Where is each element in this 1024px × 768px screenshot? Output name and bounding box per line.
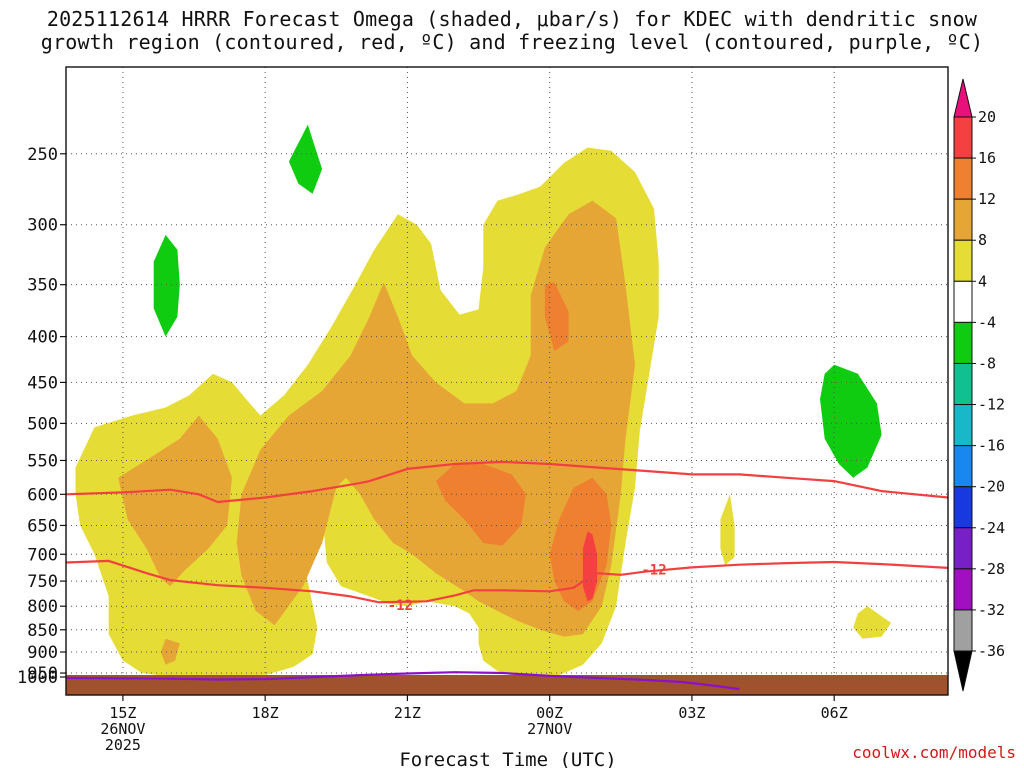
y-tick-label-550: 550: [27, 451, 58, 471]
x-tick-label-0-0: 15Z: [109, 704, 136, 722]
colorbar-label-3: 8: [978, 231, 987, 249]
colorbar-label-1: 16: [978, 149, 996, 167]
chart-title: 2025112614 HRRR Forecast Omega (shaded, …: [0, 8, 1024, 54]
plot-frame: [65, 66, 949, 696]
colorbar-bin-11: [953, 568, 973, 611]
omega-4to8-small: [720, 494, 735, 566]
y-tick-label-450: 450: [27, 373, 58, 393]
y-tick-label-350: 350: [27, 276, 58, 296]
y-tick-label-900: 900: [27, 643, 58, 663]
x-tick-label-0-2: 2025: [105, 736, 141, 754]
y-tick-label-500: 500: [27, 414, 58, 434]
colorbar-bin-3: [953, 239, 973, 282]
colorbar-bin-2: [953, 198, 973, 241]
colorbar-label-5: -4: [978, 313, 996, 331]
x-axis-label: Forecast Time (UTC): [399, 749, 616, 768]
colorbar-bin-9: [953, 486, 973, 529]
y-tick-label-700: 700: [27, 545, 58, 565]
colorbar-bin-1: [953, 157, 973, 200]
colorbar-top-arrow: [953, 78, 973, 118]
colorbar-label-4: 4: [978, 272, 987, 290]
colorbar-label-9: -20: [978, 478, 1005, 496]
y-tick-label-800: 800: [27, 597, 58, 617]
x-tick-label-9-0: 00Z: [536, 704, 563, 722]
ground-strip: [66, 675, 948, 695]
colorbar-label-2: 12: [978, 190, 996, 208]
x-tick-label-6-0: 21Z: [394, 704, 421, 722]
colorbar-label-6: -8: [978, 354, 996, 372]
omega-neg4to8-a: [153, 234, 180, 337]
colorbar-label-13: -36: [978, 642, 1005, 660]
colorbar-bin-5: [953, 321, 973, 364]
colorbar-bin-0: [953, 116, 973, 159]
watermark: coolwx.com/models: [852, 743, 1016, 762]
x-tick-label-15-0: 06Z: [821, 704, 848, 722]
y-tick-label-600: 600: [27, 485, 58, 505]
omega-neg4to8-c: [820, 364, 882, 478]
omega-8to12-left: [118, 415, 232, 587]
colorbar-label-11: -28: [978, 560, 1005, 578]
colorbar-bin-8: [953, 445, 973, 488]
x-tick-label-9-1: 27NOV: [527, 720, 572, 738]
omega-8to12-small: [160, 638, 180, 665]
colorbar-label-8: -16: [978, 437, 1005, 455]
omega-4to8-small-2: [853, 606, 892, 639]
colorbar-label-12: -32: [978, 601, 1005, 619]
contour-lines: [66, 460, 948, 691]
contour-label-0: -12: [388, 598, 413, 614]
contour-label-1: -12: [641, 563, 666, 579]
colorbar-bottom-arrow: [953, 650, 973, 692]
colorbar-bin-10: [953, 527, 973, 570]
x-tick-label-12-0: 03Z: [678, 704, 705, 722]
dendritic-growth-upper-bound: [66, 460, 948, 504]
colorbar-bin-4: [953, 280, 973, 323]
colorbar-bin-6: [953, 362, 973, 406]
ground-layer: [66, 675, 948, 695]
colorbar-label-7: -12: [978, 396, 1005, 414]
y-tick-label-850: 850: [27, 621, 58, 641]
axes: 2503003504004505005506006507007508008509…: [17, 66, 949, 754]
omega-16to20-core: [582, 531, 598, 602]
colorbar: 20 16 12 8 4 -4 -8 -12 -16 -20 -24 -28 -32 -36: [953, 78, 1005, 692]
y-tick-label-400: 400: [27, 328, 58, 348]
x-tick-label-0-1: 26NOV: [100, 720, 145, 738]
y-tick-label-300: 300: [27, 216, 58, 236]
omega-8to12-center: [236, 200, 635, 637]
omega-12to16-center: [435, 464, 526, 546]
omega-neg4to8-b: [288, 124, 323, 194]
colorbar-label-10: -24: [978, 519, 1005, 537]
shaded-regions: [75, 124, 892, 678]
y-tick-label-750: 750: [27, 572, 58, 592]
chart-title-line2: growth region (contoured, red, ºC) and f…: [40, 30, 984, 54]
omega-12to16-upper: [544, 282, 569, 351]
dendritic-growth-lower-bound: [66, 559, 948, 604]
y-tick-label-250: 250: [27, 145, 58, 165]
y-tick-label-1000: 1000: [17, 668, 58, 688]
y-tick-label-650: 650: [27, 516, 58, 536]
freezing-level: [66, 671, 740, 691]
colorbar-bin-12: [953, 609, 973, 652]
colorbar-bin-7: [953, 404, 973, 447]
chart-title-line1: 2025112614 HRRR Forecast Omega (shaded, …: [46, 7, 978, 31]
y-tick-label-950: 950: [27, 664, 58, 684]
x-tick-label-3-0: 18Z: [252, 704, 279, 722]
colorbar-label-0: 20: [978, 108, 996, 126]
